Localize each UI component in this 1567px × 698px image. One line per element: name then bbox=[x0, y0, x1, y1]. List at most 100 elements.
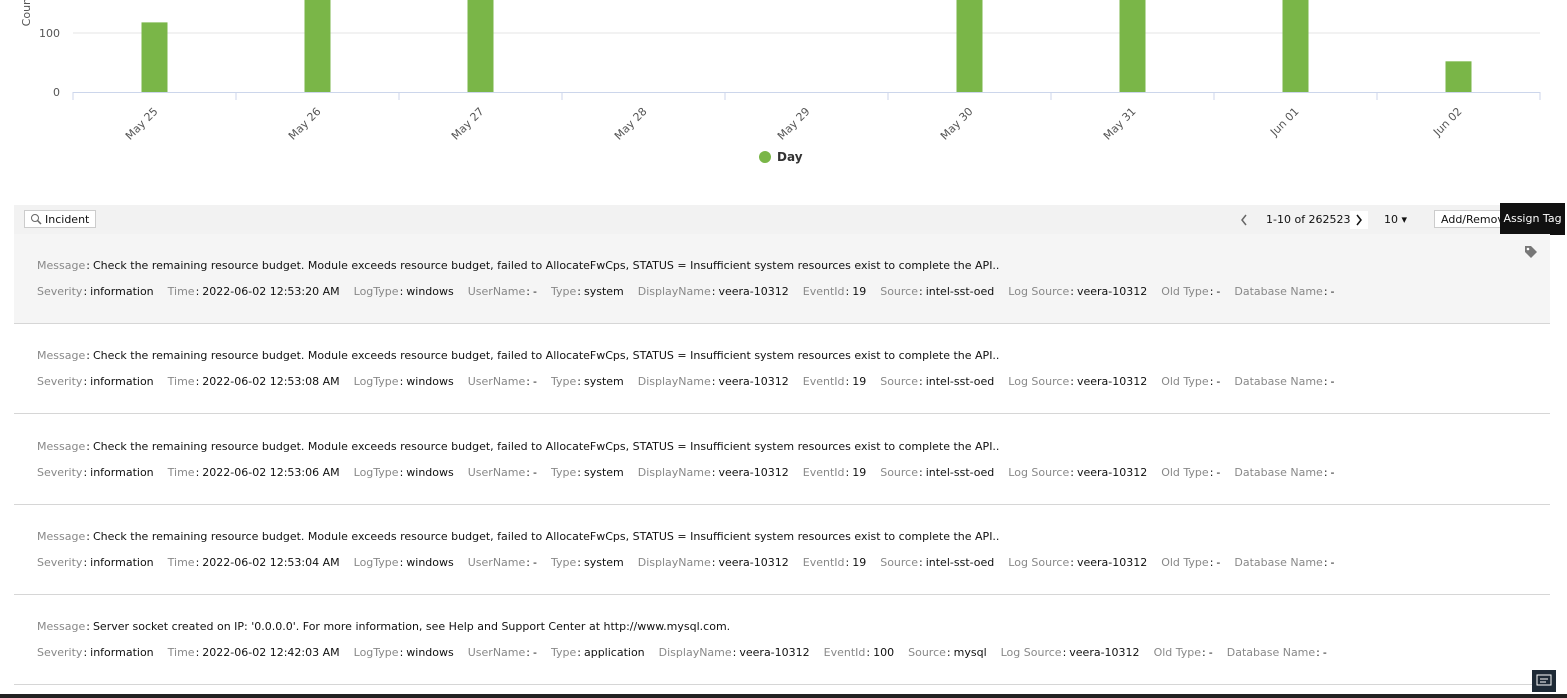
toolbar: Incident 1-10 of 262523 10 ▾ Add/Remove bbox=[14, 205, 1550, 234]
field-value: windows bbox=[406, 375, 454, 389]
message: Message: Check the remaining resource bud… bbox=[37, 259, 999, 272]
field: Source: intel-sst-oed bbox=[880, 285, 994, 298]
field-value: 2022-06-02 12:53:04 AM bbox=[202, 555, 340, 569]
field-value: 2022-06-02 12:53:06 AM bbox=[202, 465, 340, 479]
field-label: UserName bbox=[467, 375, 526, 389]
field-label: DisplayName bbox=[637, 375, 711, 389]
field-value: veera-10312 bbox=[718, 465, 789, 479]
field: Database Name: - bbox=[1227, 646, 1327, 659]
separator: : bbox=[526, 646, 530, 660]
bar bbox=[1119, 0, 1146, 92]
bar bbox=[467, 0, 494, 92]
field-value: mysql bbox=[953, 646, 987, 660]
x-tick-label: May 27 bbox=[449, 105, 487, 143]
field-label: Old Type bbox=[1161, 375, 1209, 389]
message-line: Message: Check the remaining resource bud… bbox=[37, 349, 1013, 362]
field: Source: intel-sst-oed bbox=[880, 375, 994, 388]
field: Source: intel-sst-oed bbox=[880, 466, 994, 479]
incident-icon bbox=[31, 214, 42, 225]
field: DisplayName: veera-10312 bbox=[659, 646, 810, 659]
field-label: Type bbox=[550, 375, 577, 389]
log-row[interactable]: Message: Check the remaining resource bud… bbox=[14, 415, 1550, 505]
field-value: - bbox=[1216, 375, 1221, 389]
field-label: Source bbox=[880, 555, 918, 569]
log-row[interactable]: Message: Check the remaining resource bud… bbox=[14, 505, 1550, 595]
separator: : bbox=[399, 555, 404, 569]
field-value: veera-10312 bbox=[1076, 465, 1148, 479]
next-page[interactable] bbox=[1350, 211, 1368, 229]
message: Message: Server socket created on IP: '0.… bbox=[37, 620, 730, 633]
field: LogType: windows bbox=[354, 466, 454, 479]
field: EventId: 19 bbox=[803, 556, 866, 569]
field-value: - bbox=[1208, 646, 1213, 660]
legend-marker bbox=[759, 151, 771, 163]
field-label: Old Type bbox=[1153, 646, 1202, 660]
separator: : bbox=[399, 285, 404, 298]
field-value: information bbox=[90, 465, 154, 479]
field-value: information bbox=[90, 646, 154, 660]
field: Database Name: - bbox=[1234, 466, 1334, 479]
prev-page[interactable] bbox=[1235, 211, 1253, 229]
field-label: Severity bbox=[37, 375, 83, 389]
log-row[interactable]: Message: Check the remaining resource bud… bbox=[14, 234, 1550, 324]
field-label: Severity bbox=[37, 465, 83, 479]
separator: : bbox=[83, 555, 88, 569]
separator: : bbox=[526, 285, 530, 298]
incident-button[interactable]: Incident bbox=[24, 210, 97, 228]
field-label: Log Source bbox=[1000, 646, 1062, 660]
field-value: Check the remaining resource budget. Mod… bbox=[92, 349, 1000, 363]
separator: : bbox=[577, 646, 581, 660]
add-remove-button[interactable]: Add/Remove bbox=[1434, 210, 1514, 228]
field: Source: intel-sst-oed bbox=[880, 556, 994, 569]
tag-icon[interactable] bbox=[1524, 245, 1538, 259]
field-label: DisplayName bbox=[637, 285, 711, 298]
y-axis-label: Count bbox=[20, 0, 33, 26]
field: Severity: information bbox=[37, 375, 154, 388]
field-label: DisplayName bbox=[637, 555, 711, 569]
separator: : bbox=[195, 375, 200, 389]
page-size[interactable]: 10 ▾ bbox=[1384, 213, 1408, 226]
field-value: system bbox=[583, 465, 624, 479]
field: Type: system bbox=[551, 466, 624, 479]
field-value: - bbox=[533, 646, 537, 660]
field: Old Type: - bbox=[1161, 556, 1220, 569]
log-row[interactable]: Message: Server socket created on IP: '0.… bbox=[14, 595, 1550, 686]
message-line: Message: Check the remaining resource bud… bbox=[37, 530, 1013, 543]
separator: : bbox=[1323, 555, 1328, 569]
field: Type: system bbox=[551, 556, 624, 569]
field-value: 19 bbox=[852, 375, 867, 389]
bar bbox=[304, 0, 331, 92]
separator: : bbox=[577, 555, 581, 569]
field-value: Check the remaining resource budget. Mod… bbox=[92, 439, 1000, 453]
field-value: system bbox=[583, 555, 624, 569]
field-label: EventId bbox=[802, 555, 845, 569]
separator: : bbox=[86, 620, 90, 634]
field-label: LogType bbox=[353, 555, 399, 569]
field-value: windows bbox=[406, 465, 454, 479]
message: Message: Check the remaining resource bud… bbox=[37, 349, 999, 362]
chat-icon[interactable] bbox=[1532, 670, 1556, 692]
separator: : bbox=[526, 555, 530, 569]
separator: : bbox=[83, 285, 88, 298]
separator: : bbox=[1062, 646, 1067, 660]
log-row[interactable]: Message: Check the remaining resource bud… bbox=[14, 324, 1550, 415]
field-label: Database Name bbox=[1226, 646, 1316, 660]
separator: : bbox=[845, 465, 850, 479]
field-value: - bbox=[533, 555, 537, 569]
bar bbox=[141, 22, 168, 93]
field: Log Source: veera-10312 bbox=[1001, 646, 1140, 659]
field: UserName: - bbox=[468, 646, 537, 659]
separator: : bbox=[919, 555, 923, 569]
separator: : bbox=[1209, 375, 1214, 389]
separator: : bbox=[577, 375, 581, 389]
fields-line: Severity: information Time: 2022-06-02 12:5… bbox=[37, 466, 1349, 479]
field: DisplayName: veera-10312 bbox=[638, 466, 789, 479]
field-label: Log Source bbox=[1008, 465, 1070, 479]
field-value: - bbox=[1330, 375, 1335, 389]
separator: : bbox=[711, 465, 716, 479]
field: LogType: windows bbox=[354, 646, 454, 659]
field-label: Type bbox=[550, 555, 577, 569]
field: Severity: information bbox=[37, 556, 154, 569]
separator: : bbox=[1323, 285, 1328, 298]
